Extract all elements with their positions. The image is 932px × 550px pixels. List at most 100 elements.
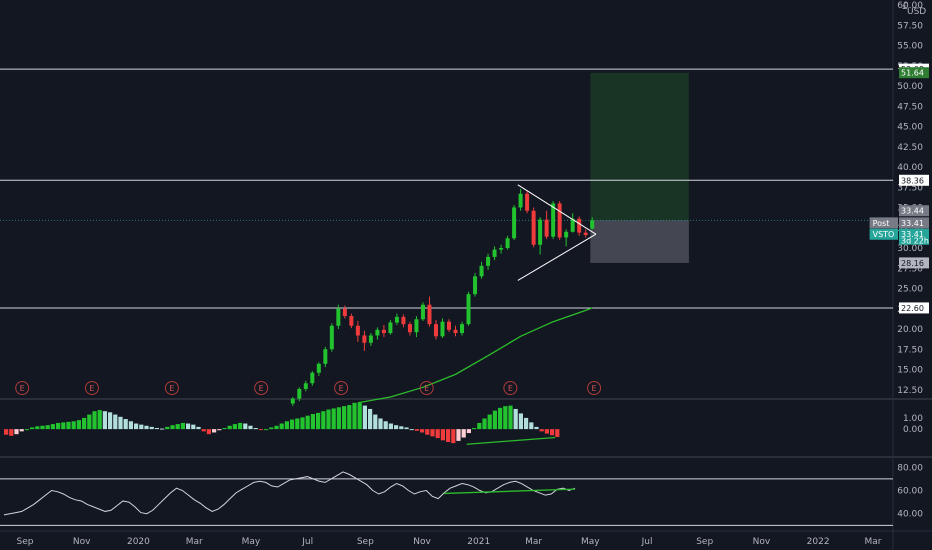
candle-body-0 xyxy=(290,398,295,404)
candle-body-25 xyxy=(453,329,458,334)
macd-bar-47 xyxy=(248,425,253,430)
macd-bar-80 xyxy=(420,429,425,433)
macd-bar-6 xyxy=(35,426,40,430)
macd-bar-42 xyxy=(222,428,227,430)
rsi-pane xyxy=(0,471,893,526)
candle-body-28 xyxy=(473,276,478,295)
time-tick-6: Sep xyxy=(357,537,374,547)
candle-body-6 xyxy=(329,325,334,350)
price-tag-bg-4 xyxy=(899,217,929,229)
candle-body-7 xyxy=(336,308,341,326)
price-tick-2: 17.50 xyxy=(897,345,923,355)
candle-body-40 xyxy=(551,203,556,237)
macd-bar-44 xyxy=(232,424,237,430)
earnings-marker-0 xyxy=(15,381,30,395)
time-tick-13: Nov xyxy=(753,537,771,547)
price-tick-18: 57.50 xyxy=(897,21,923,31)
macd-bar-14 xyxy=(76,420,81,430)
pane-divider-macd xyxy=(0,398,932,400)
candle-body-44 xyxy=(577,218,582,233)
price-tag-value-6: 28.16 xyxy=(901,259,924,268)
time-tick-5: Jul xyxy=(301,537,313,547)
macd-bar-24 xyxy=(128,421,133,430)
macd-bar-43 xyxy=(227,425,232,430)
macd-bar-78 xyxy=(409,429,414,431)
price-tick-6: 27.50 xyxy=(897,264,923,274)
macd-bar-13 xyxy=(71,421,76,430)
price-tag-value-7: 22.60 xyxy=(901,304,924,313)
macd-bar-23 xyxy=(123,419,128,430)
currency-label[interactable]: USD xyxy=(907,7,926,17)
macd-bar-65 xyxy=(342,406,347,430)
time-tick-1: Nov xyxy=(73,537,91,547)
macd-bar-85 xyxy=(446,429,451,442)
macd-bar-16 xyxy=(87,414,92,430)
price-tick-5: 25.00 xyxy=(897,285,923,295)
candle-body-32 xyxy=(499,248,504,250)
price-axis[interactable]: 12.5015.0017.5020.0022.5025.0027.5030.00… xyxy=(897,1,923,520)
earnings-label-4: E xyxy=(339,384,344,393)
price-tag-value-2: 38.36 xyxy=(901,176,924,185)
candle-body-12 xyxy=(368,335,373,343)
macd-bar-36 xyxy=(191,424,196,430)
time-axis[interactable]: Sep Nov 2020 Mar May Jul Sep Nov 2021 Mar May Jul Se… xyxy=(17,537,882,547)
earnings-label-6: E xyxy=(508,384,513,393)
candle-body-19 xyxy=(414,319,419,333)
candle-body-45 xyxy=(583,232,588,236)
macd-bar-71 xyxy=(373,414,378,430)
candle-body-1 xyxy=(297,388,302,399)
earnings-marker-2 xyxy=(164,381,179,395)
price-tag-bg-3 xyxy=(899,205,929,217)
macd-bar-98 xyxy=(513,408,518,430)
macd-bar-82 xyxy=(430,429,435,437)
macd-bar-22 xyxy=(118,416,123,430)
macd-bar-21 xyxy=(113,414,118,430)
candle-body-39 xyxy=(544,219,549,237)
candle-body-14 xyxy=(381,329,386,334)
triangle-pattern[interactable] xyxy=(517,184,597,281)
macd-bar-8 xyxy=(45,425,50,430)
macd-tick-1: 0.00 xyxy=(903,425,923,435)
macd-bar-92 xyxy=(482,418,487,430)
price-tick-15: 50.00 xyxy=(897,82,923,92)
macd-pane xyxy=(4,402,560,445)
macd-bar-3 xyxy=(19,429,24,432)
candle-body-22 xyxy=(433,324,438,337)
macd-bar-105 xyxy=(550,429,555,436)
macd-bar-33 xyxy=(175,424,180,430)
macd-bar-45 xyxy=(238,422,243,430)
macd-bar-53 xyxy=(279,423,284,430)
macd-bar-38 xyxy=(201,429,206,432)
macd-bar-18 xyxy=(97,410,102,430)
price-tick-19: 60.00 xyxy=(897,1,923,11)
macd-divergence-line xyxy=(466,436,556,445)
moving-average xyxy=(357,307,593,404)
macd-bar-104 xyxy=(544,429,549,434)
candle-body-27 xyxy=(466,294,471,325)
macd-tick-0: 1.00 xyxy=(903,414,923,424)
macd-bar-67 xyxy=(352,402,357,430)
macd-bar-103 xyxy=(539,429,544,432)
horizontal-levels[interactable] xyxy=(0,68,893,309)
candle-body-29 xyxy=(479,265,484,277)
macd-bar-88 xyxy=(461,429,466,438)
price-tag-bg-6 xyxy=(899,257,929,269)
time-tick-9: Mar xyxy=(525,537,542,547)
price-tick-14: 47.50 xyxy=(897,102,923,112)
macd-bar-77 xyxy=(404,427,409,430)
macd-bar-81 xyxy=(425,429,430,435)
price-tag-value-5: 33.41 xyxy=(901,230,924,239)
price-tag-bg-1 xyxy=(899,67,929,79)
candle-body-42 xyxy=(564,231,569,238)
position-profit-zone xyxy=(590,72,689,221)
candle-body-20 xyxy=(420,304,425,320)
macd-bar-19 xyxy=(102,411,107,430)
rsi-tick-2: 40.00 xyxy=(897,510,923,520)
candle-body-46 xyxy=(590,220,595,229)
macd-bar-41 xyxy=(217,429,222,431)
long-position-tool[interactable] xyxy=(590,72,689,263)
earnings-marker-3 xyxy=(254,381,269,395)
price-candles xyxy=(290,188,595,406)
